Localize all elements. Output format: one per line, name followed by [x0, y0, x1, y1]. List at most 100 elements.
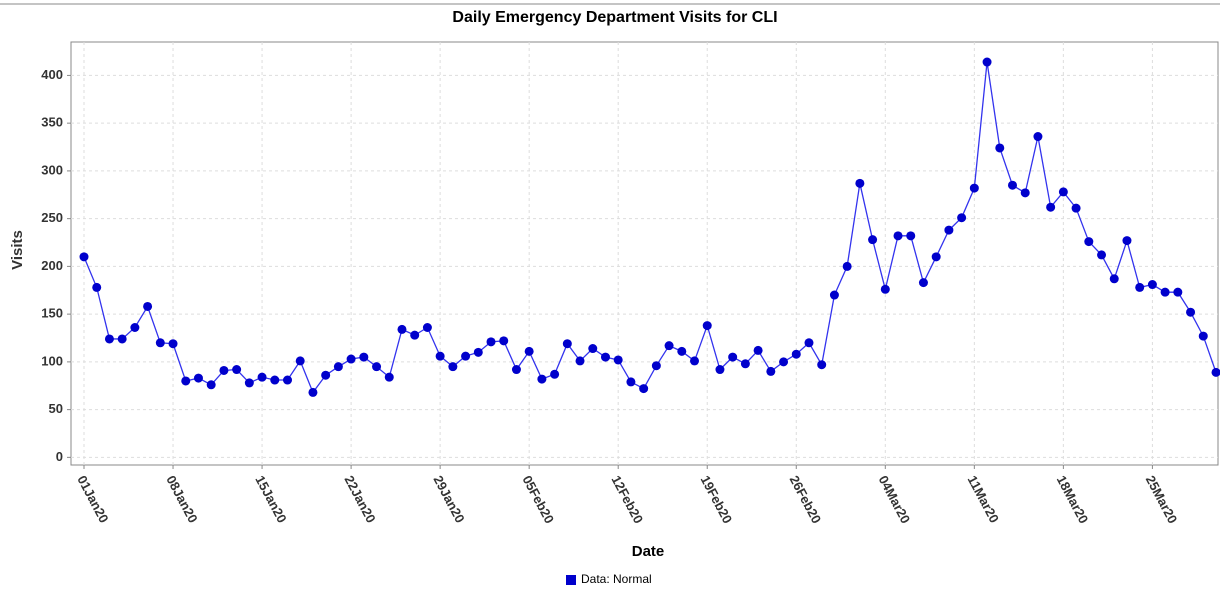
data-point: [639, 384, 649, 394]
y-tick-label: 100: [41, 353, 63, 368]
data-point: [702, 321, 712, 331]
data-point: [130, 323, 140, 333]
data-point: [295, 356, 305, 366]
data-point: [1147, 280, 1157, 290]
chart-title: Daily Emergency Department Visits for CL…: [452, 9, 777, 26]
data-point: [486, 337, 496, 347]
data-point: [931, 252, 941, 262]
data-point: [829, 290, 839, 300]
data-point: [321, 370, 331, 380]
data-point: [613, 355, 623, 365]
y-axis-label: Visits: [9, 230, 26, 270]
data-point: [855, 178, 865, 188]
data-point: [511, 365, 521, 375]
data-point: [448, 362, 458, 372]
data-point: [995, 143, 1005, 153]
x-tick-label: 29Jan20: [430, 473, 467, 525]
data-point: [524, 346, 534, 356]
data-point: [664, 341, 674, 351]
data-point: [359, 352, 369, 362]
data-point: [842, 261, 852, 271]
data-point: [1033, 132, 1043, 142]
data-point: [410, 330, 420, 340]
data-point: [92, 282, 102, 292]
data-point: [791, 349, 801, 359]
y-tick-label: 150: [41, 306, 63, 321]
data-point: [422, 323, 432, 333]
data-point: [257, 372, 267, 382]
data-point: [1058, 187, 1068, 197]
data-point: [715, 365, 725, 375]
data-point: [168, 339, 178, 349]
plot-area: [70, 41, 1219, 466]
x-tick-label: 25Mar20: [1143, 473, 1181, 526]
legend-swatch: [566, 575, 576, 585]
data-point: [104, 334, 114, 344]
data-point: [626, 377, 636, 387]
data-point: [1122, 236, 1132, 246]
data-point: [944, 225, 954, 235]
data-point: [957, 213, 967, 223]
y-tick-label: 200: [41, 258, 63, 273]
x-tick-label: 26Feb20: [787, 473, 825, 526]
data-point: [677, 346, 687, 356]
data-point: [753, 345, 763, 355]
data-point: [308, 387, 318, 397]
data-point: [384, 372, 394, 382]
y-tick-label: 400: [41, 67, 63, 82]
data-point: [779, 357, 789, 367]
data-point: [270, 375, 280, 385]
data-point: [537, 374, 547, 384]
data-point: [880, 284, 890, 294]
data-point: [588, 344, 598, 354]
data-point: [906, 231, 916, 241]
data-point: [206, 380, 216, 390]
data-point: [575, 356, 585, 366]
data-point: [550, 369, 560, 379]
data-point: [435, 351, 445, 361]
data-point: [473, 347, 483, 357]
data-point: [1097, 250, 1107, 260]
data-point: [969, 183, 979, 193]
x-tick-label: 12Feb20: [609, 473, 647, 526]
data-point: [333, 362, 343, 372]
data-point: [193, 373, 203, 383]
data-point: [1020, 188, 1030, 198]
y-tick-label: 0: [56, 449, 63, 464]
y-tick-label: 50: [49, 401, 63, 416]
data-point: [1173, 287, 1183, 297]
data-point: [868, 235, 878, 245]
data-point: [244, 378, 254, 388]
y-tick-label: 250: [41, 210, 63, 225]
x-tick-label: 18Mar20: [1054, 473, 1092, 526]
x-tick-label: 04Mar20: [876, 473, 914, 526]
data-point: [397, 324, 407, 334]
data-point: [728, 352, 738, 362]
data-point: [461, 351, 471, 361]
data-point: [372, 362, 382, 372]
data-point: [283, 375, 293, 385]
data-point: [346, 354, 356, 364]
data-point: [79, 252, 89, 262]
x-tick-label: 19Feb20: [698, 473, 736, 526]
data-point: [219, 365, 229, 375]
data-point: [1186, 307, 1196, 317]
data-point: [181, 376, 191, 386]
data-point: [1198, 331, 1208, 341]
x-tick-label: 05Feb20: [519, 473, 557, 526]
data-point: [562, 339, 572, 349]
x-tick-label: 11Mar20: [965, 473, 1002, 525]
data-point: [651, 361, 661, 371]
data-point: [1007, 180, 1017, 190]
data-point: [1084, 237, 1094, 247]
data-point: [804, 338, 814, 348]
data-point: [918, 278, 928, 288]
data-point: [1211, 367, 1220, 377]
data-point: [1135, 282, 1145, 292]
data-point: [817, 360, 827, 370]
data-point: [690, 356, 700, 366]
data-point: [499, 336, 509, 346]
data-point: [893, 231, 903, 241]
data-point: [232, 365, 242, 375]
